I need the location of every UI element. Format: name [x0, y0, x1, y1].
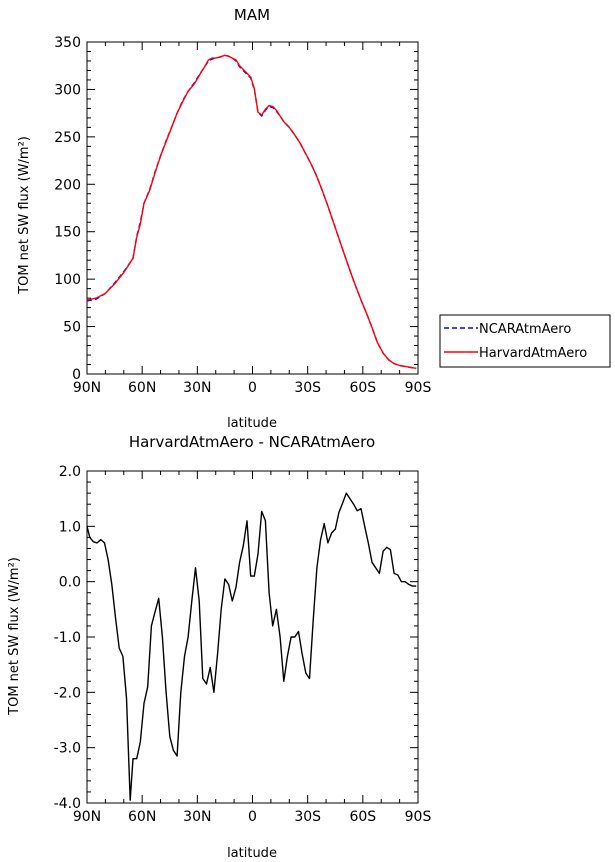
- bottom-chart-xtick-label: 60N: [128, 809, 156, 825]
- bottom-chart-ylabel: TOM net SW flux (W/m²): [7, 557, 22, 716]
- top-chart-ytick-label: 200: [54, 177, 81, 193]
- top-chart-xtick-label: 30N: [183, 380, 211, 396]
- bottom-chart-ytick-label: -2.0: [54, 685, 81, 701]
- bottom-chart-ytick-label: -1.0: [54, 630, 81, 646]
- top-chart-xlabel: latitude: [227, 416, 277, 431]
- top-chart-xtick-label: 90S: [405, 380, 432, 396]
- legend: NCARAtmAero HarvardAtmAero: [439, 314, 611, 368]
- top-chart-ytick-label: 250: [54, 130, 81, 146]
- bottom-chart-axes: 90N 60N 30N 0 30S 60S 90S -4.0 -3.0 -2.0 -1.0 0.0 1.…: [54, 464, 432, 825]
- bottom-chart-ytick-label: 0.0: [59, 575, 81, 591]
- top-chart-ytick-label: 100: [54, 272, 81, 288]
- bottom-chart-ytick-label: 1.0: [59, 519, 81, 535]
- bottom-chart-xtick-label: 90S: [405, 809, 432, 825]
- legend-box: [439, 314, 611, 368]
- bottom-chart-series-line-0: [86, 492, 417, 801]
- top-chart-series: [86, 54, 417, 369]
- bottom-chart-xtick-label: 30S: [294, 809, 321, 825]
- bottom-chart-xtick-label: 0: [248, 809, 257, 825]
- top-chart-ytick-label: 0: [72, 367, 81, 383]
- bottom-chart-xtick-label: 60S: [349, 809, 376, 825]
- bottom-chart-series: [86, 492, 417, 801]
- top-chart-xtick-label: 90N: [73, 380, 101, 396]
- legend-label-ncar: NCARAtmAero: [479, 322, 571, 337]
- top-chart-xtick-label: 60S: [349, 380, 376, 396]
- bottom-chart-ytick-label: 2.0: [59, 464, 81, 480]
- top-chart-axes: 90N 60N 30N 0 30S 60S 90S 0 50 100 150 200 250 300 350: [54, 35, 431, 396]
- bottom-chart-title: HarvardAtmAero - NCARAtmAero: [129, 433, 375, 451]
- bottom-chart-frame: [86, 470, 419, 804]
- top-chart-xtick-label: 0: [248, 380, 257, 396]
- legend-label-harvard: HarvardAtmAero: [479, 346, 587, 361]
- top-chart: MAM TOM net SW flux (W/m²) latitude 90N 6…: [17, 6, 611, 431]
- top-chart-series-line-1: [86, 54, 417, 369]
- top-chart-frame: [86, 41, 419, 375]
- bottom-chart-ytick-label: -4.0: [54, 796, 81, 812]
- top-chart-xtick-label: 30S: [294, 380, 321, 396]
- top-chart-ylabel: TOM net SW flux (W/m²): [17, 136, 32, 295]
- top-chart-title: MAM: [234, 6, 270, 24]
- bottom-chart-xlabel: latitude: [227, 846, 277, 861]
- bottom-chart-ytick-label: -3.0: [54, 741, 81, 757]
- bottom-chart-xtick-label: 90N: [73, 809, 101, 825]
- top-chart-ytick-label: 150: [54, 225, 81, 241]
- bottom-chart-xtick-label: 30N: [183, 809, 211, 825]
- bottom-chart: HarvardAtmAero - NCARAtmAero TOM net SW …: [7, 433, 431, 861]
- top-chart-ytick-label: 50: [63, 320, 81, 336]
- top-chart-ytick-label: 350: [54, 35, 81, 51]
- top-chart-ytick-label: 300: [54, 82, 81, 98]
- top-chart-xtick-label: 60N: [128, 380, 156, 396]
- top-chart-series-line-0: [86, 54, 417, 369]
